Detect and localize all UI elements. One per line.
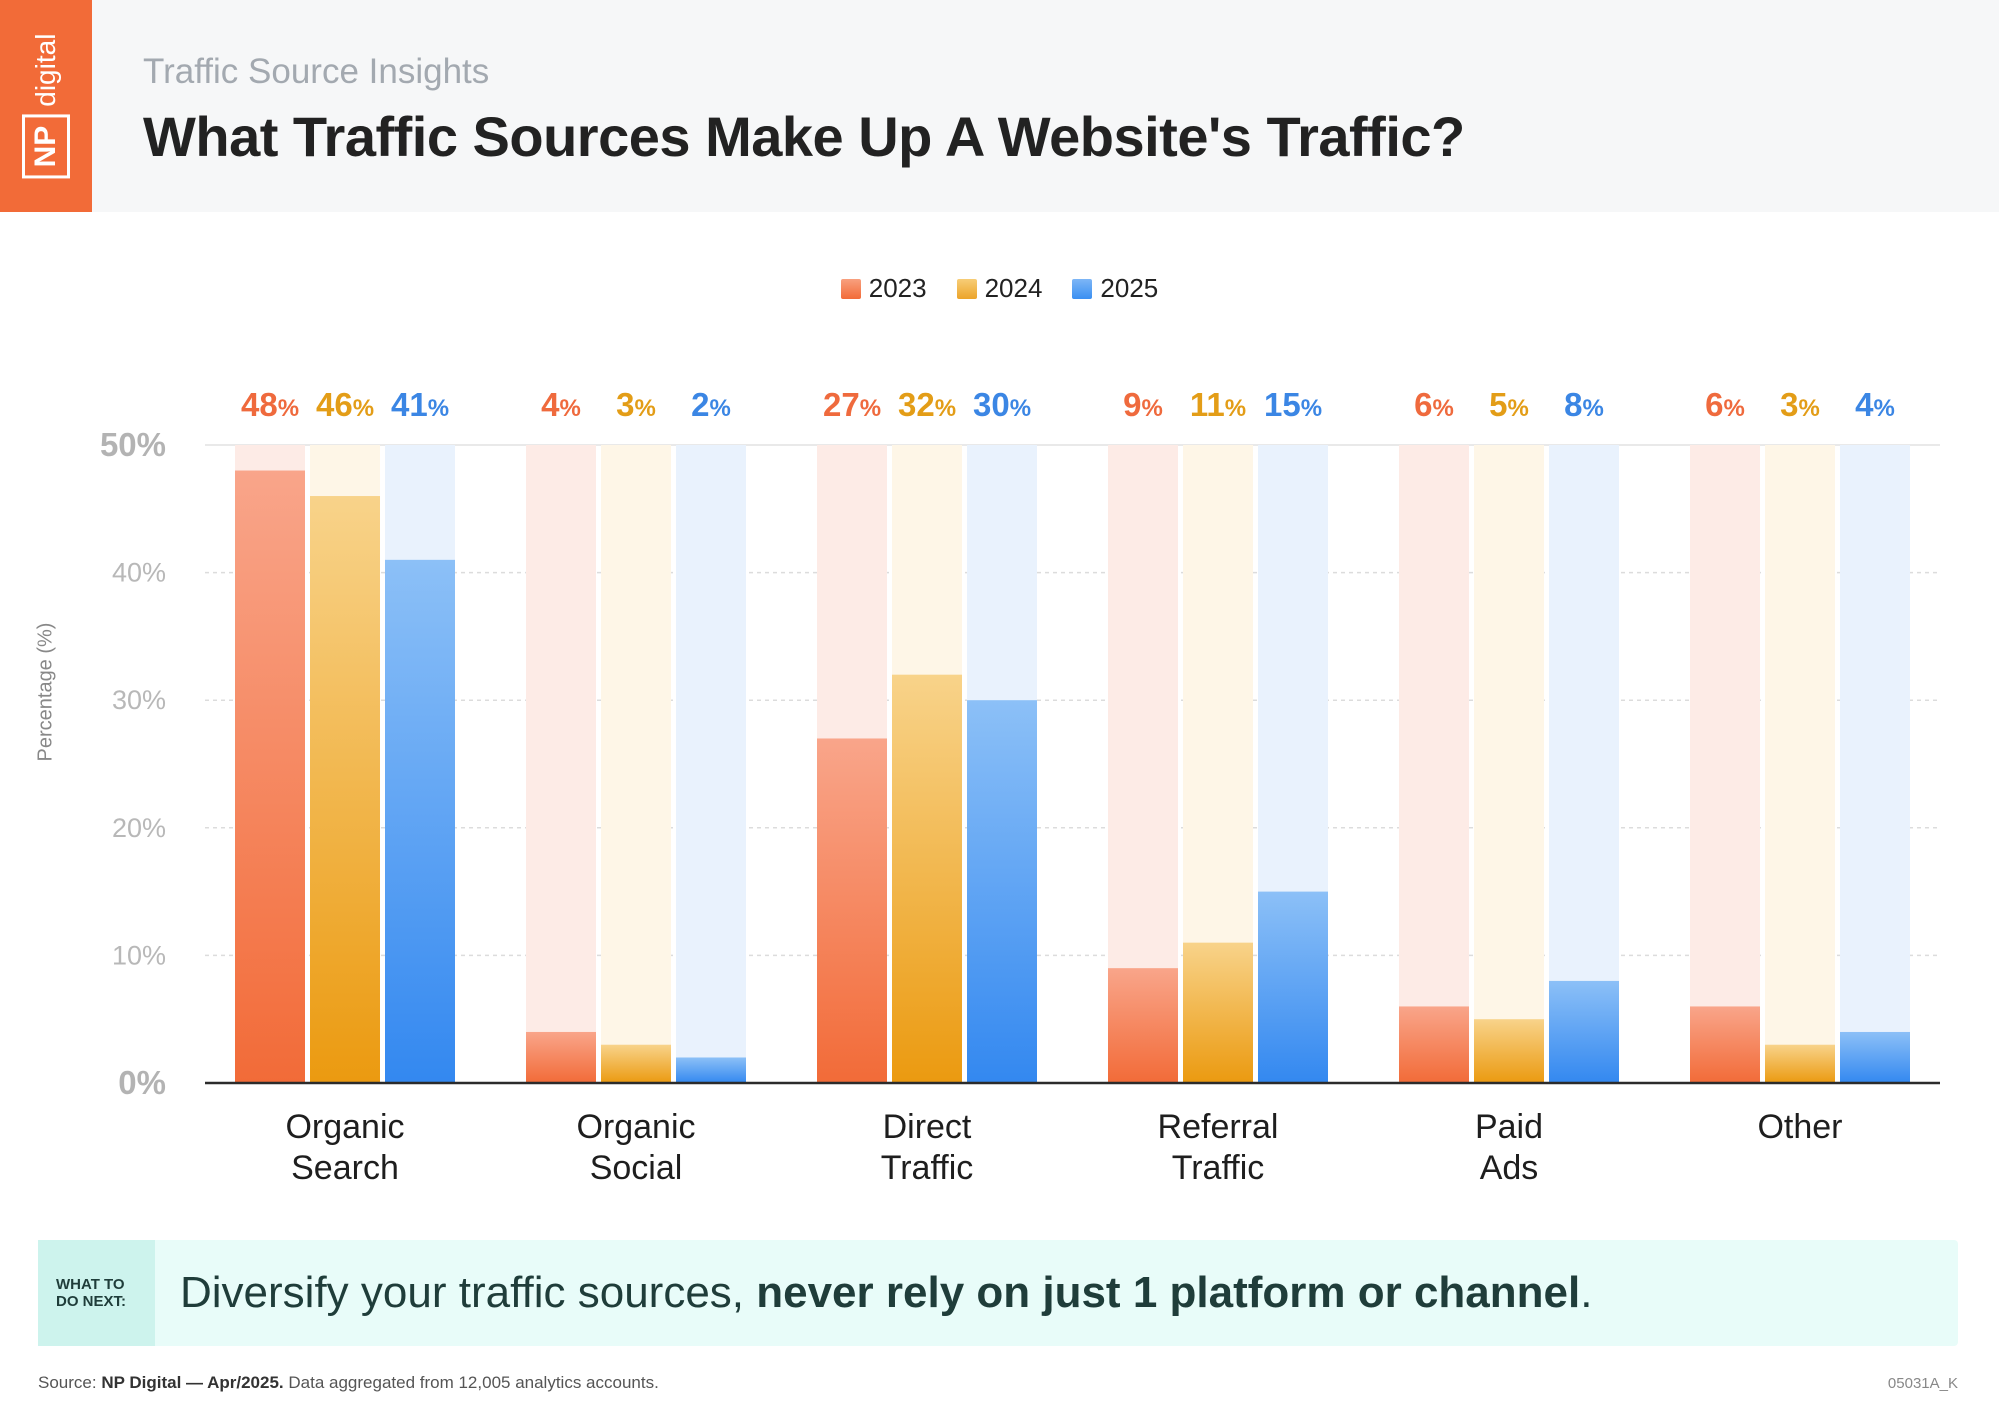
bar-2025-3 bbox=[1258, 891, 1328, 1083]
tip-text-bold: never rely on just 1 platform or channel bbox=[756, 1268, 1581, 1317]
tip-text: Diversify your traffic sources, never re… bbox=[180, 1240, 1592, 1346]
x-tick-label-4: Paid Ads bbox=[1475, 1108, 1543, 1187]
bar-track-2025-4 bbox=[1549, 445, 1619, 1083]
bar-2023-4 bbox=[1399, 1006, 1469, 1083]
bar-track-2023-1 bbox=[526, 445, 596, 1083]
bar-2025-2 bbox=[967, 700, 1037, 1083]
y-axis-title: Percentage (%) bbox=[34, 622, 57, 762]
bar-track-2025-1 bbox=[676, 445, 746, 1083]
data-label-2025-2: 30% bbox=[973, 386, 1031, 423]
bar-track-2024-4 bbox=[1474, 445, 1544, 1083]
source-bold: NP Digital — Apr/2025. bbox=[101, 1373, 284, 1392]
chart-legend: 2023 2024 2025 bbox=[0, 273, 1999, 304]
legend-item-2024: 2024 bbox=[956, 273, 1043, 304]
document-code: 05031A_K bbox=[1887, 1375, 1958, 1392]
x-tick-label-0: Organic Search bbox=[285, 1108, 404, 1187]
tip-text-end: . bbox=[1580, 1268, 1593, 1317]
bar-track-2024-5 bbox=[1765, 445, 1835, 1083]
x-tick-label-1: Organic Social bbox=[576, 1108, 695, 1187]
legend-item-2023: 2023 bbox=[840, 273, 927, 304]
bar-2023-5 bbox=[1690, 1006, 1760, 1083]
x-tick-label-2: Direct Traffic bbox=[881, 1108, 974, 1187]
bar-track-2023-4 bbox=[1399, 445, 1469, 1083]
what-to-do-next-banner: WHAT TO DO NEXT: Diversify your traffic … bbox=[38, 1240, 1958, 1346]
np-digital-logo: NP digital bbox=[0, 0, 92, 212]
legend-label-2025: 2025 bbox=[1100, 273, 1159, 303]
what-to-do-next-label: WHAT TO DO NEXT: bbox=[38, 1240, 155, 1346]
data-label-2024-1: 3% bbox=[616, 386, 656, 423]
x-tick-label-3: Referral Traffic bbox=[1158, 1108, 1279, 1187]
labels-layer: 48% 46% 41% Organic Search 4% 3% 2% Organic Socia… bbox=[205, 386, 1940, 1187]
y-tick-label-30: 30% bbox=[112, 685, 166, 715]
bar-2023-2 bbox=[817, 738, 887, 1083]
bar-2023-3 bbox=[1108, 968, 1178, 1083]
data-label-2024-0: 46% bbox=[316, 386, 374, 423]
tip-text-plain: Diversify your traffic sources, bbox=[180, 1268, 757, 1317]
data-label-2024-5: 3% bbox=[1780, 386, 1820, 423]
data-label-2025-5: 4% bbox=[1855, 386, 1895, 423]
bar-track-2024-1 bbox=[601, 445, 671, 1083]
tip-label-line2: DO NEXT: bbox=[56, 1293, 127, 1310]
legend-item-2025: 2025 bbox=[1072, 273, 1158, 304]
bar-2024-3 bbox=[1183, 942, 1253, 1083]
legend-label-2024: 2024 bbox=[984, 273, 1043, 303]
bar-2025-5 bbox=[1840, 1031, 1910, 1083]
data-label-2023-3: 9% bbox=[1123, 386, 1163, 423]
header: NP digital Traffic Source Insights What … bbox=[0, 0, 1999, 212]
bar-2024-5 bbox=[1765, 1044, 1835, 1083]
data-label-2024-3: 11% bbox=[1190, 386, 1246, 423]
bar-2023-0 bbox=[235, 470, 305, 1083]
legend-swatch-2023 bbox=[840, 278, 861, 299]
bar-2023-1 bbox=[526, 1031, 596, 1083]
data-label-2024-4: 5% bbox=[1489, 386, 1529, 423]
source-rest: Data aggregated from 12,005 analytics ac… bbox=[283, 1373, 659, 1392]
source-label: Source: bbox=[38, 1373, 102, 1392]
tip-label-line1: WHAT TO bbox=[56, 1275, 125, 1293]
source-footnote: Source: NP Digital — Apr/2025. Data aggr… bbox=[38, 1373, 659, 1393]
data-label-2024-2: 32% bbox=[898, 386, 956, 423]
legend-swatch-2025 bbox=[1072, 278, 1093, 299]
data-label-2023-0: 48% bbox=[241, 386, 299, 423]
bar-2024-2 bbox=[892, 674, 962, 1083]
grid-layer: 0% 10% 20% 30% 40% 50% bbox=[100, 426, 1940, 1101]
bar-track-2023-5 bbox=[1690, 445, 1760, 1083]
data-label-2025-0: 41% bbox=[391, 386, 449, 423]
bar-2025-0 bbox=[385, 559, 455, 1083]
legend-label-2023: 2023 bbox=[868, 273, 927, 303]
page-title: What Traffic Sources Make Up A Website's… bbox=[143, 105, 1465, 168]
bar-2024-0 bbox=[310, 496, 380, 1083]
y-tick-label-50: 50% bbox=[100, 426, 166, 463]
bar-track-2025-5 bbox=[1840, 445, 1910, 1083]
y-tick-label-0: 0% bbox=[118, 1064, 166, 1101]
bar-2025-4 bbox=[1549, 980, 1619, 1083]
y-tick-label-10: 10% bbox=[112, 940, 166, 970]
data-label-2025-3: 15% bbox=[1264, 386, 1322, 423]
data-label-2025-4: 8% bbox=[1564, 386, 1604, 423]
y-tick-label-40: 40% bbox=[112, 558, 166, 588]
page-subtitle: Traffic Source Insights bbox=[143, 52, 490, 91]
bar-2024-1 bbox=[601, 1044, 671, 1083]
data-label-2023-4: 6% bbox=[1414, 386, 1454, 423]
data-label-2025-1: 2% bbox=[691, 386, 731, 423]
x-tick-label-5: Other bbox=[1757, 1108, 1842, 1146]
data-label-2023-5: 6% bbox=[1705, 386, 1745, 423]
y-tick-label-20: 20% bbox=[112, 813, 166, 843]
bar-2025-1 bbox=[676, 1057, 746, 1083]
bars-layer bbox=[235, 445, 1910, 1083]
legend-swatch-2024 bbox=[956, 278, 977, 299]
bar-2024-4 bbox=[1474, 1019, 1544, 1083]
data-label-2023-2: 27% bbox=[823, 386, 881, 423]
data-label-2023-1: 4% bbox=[541, 386, 581, 423]
